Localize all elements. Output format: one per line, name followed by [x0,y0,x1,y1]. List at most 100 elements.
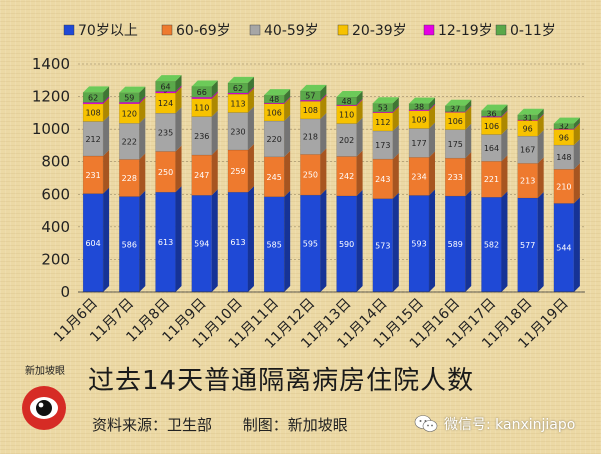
data-label: 585 [267,240,282,249]
data-label: 62 [233,84,243,93]
data-label: 48 [269,95,279,104]
legend-label: 60-69岁 [176,23,231,39]
watermark-text: 微信号: kanxinjiapo [444,417,576,433]
data-label: 221 [484,175,499,184]
bar-segment-side [320,94,327,102]
data-label: 109 [411,116,426,125]
data-label: 148 [556,153,571,162]
bar-segment-side [573,122,580,130]
data-label: 231 [85,171,100,180]
bar-segment-side [465,190,472,292]
bar-segment-side [284,97,291,121]
logo: 新加坡眼 [14,362,76,440]
bar-segment [119,102,140,104]
legend-swatch [337,24,349,36]
bar-segment-side [247,106,254,150]
bar-segment-side [573,117,580,129]
y-tick-label: 600 [41,185,70,203]
bar-segment-side [247,88,254,113]
data-label: 164 [484,144,499,153]
y-tick-label: 200 [41,250,70,268]
data-label: 220 [267,135,282,144]
bar-segment-side [175,107,182,152]
data-label: 112 [375,118,390,127]
legend-label: 40-59岁 [264,23,319,39]
source-line: 资料来源：卫生部 制图：新加坡眼 [92,414,374,435]
bar-segment-side [247,186,254,292]
bar-segment-side [465,106,472,130]
data-label: 234 [411,172,426,181]
data-label: 218 [303,133,318,142]
bar-segment-side [465,123,472,159]
eye-logo-icon [22,386,66,430]
data-label: 594 [194,240,209,249]
bar-segment-side [139,96,146,104]
bar-segment-side [284,96,291,104]
data-label: 202 [339,136,354,145]
y-tick-label: 1400 [32,55,70,73]
bar-segment-side [103,86,110,103]
logo-text: 新加坡眼 [25,366,65,377]
bar-segment-side [139,117,146,160]
bar-segment-side [392,192,399,292]
bar-segment-side [103,96,110,104]
bar-segment-side [139,86,146,103]
bar-segment-side [392,153,399,199]
bar-segment-side [429,122,436,158]
legend-label: 12-19岁 [438,23,493,39]
bar-top [553,117,580,124]
bar-top [83,86,110,93]
bar-segment-side [429,97,436,110]
data-label: 32 [559,122,569,131]
bar-segment-side [573,197,580,292]
data-label: 595 [303,240,318,249]
bar-segment-side [139,97,146,124]
bar-top [336,91,363,98]
data-label: 245 [267,173,282,182]
credit-label: 制图：新加坡眼 [242,416,348,434]
legend-label: 70岁以上 [78,23,138,39]
data-label: 38 [414,103,424,112]
data-label: 110 [194,104,209,113]
data-label: 544 [556,244,571,253]
bar-segment-side [573,123,580,146]
bar-segment-side [247,143,254,193]
data-label: 222 [122,137,137,146]
wechat-watermark: 微信号: kanxinjiapo [414,412,575,436]
data-label: 235 [158,128,173,137]
bar-segment-side [356,150,363,196]
data-label: 243 [375,175,390,184]
bar-segment-side [501,191,508,292]
bar-segment-side [465,99,472,112]
data-label: 53 [378,104,388,113]
legend-label: 20-39岁 [352,23,407,39]
bar-segment-side [103,97,110,122]
bar-segment-side [175,145,182,193]
bar-segment-side [247,76,254,93]
bar-segment-side [501,110,508,118]
y-tick-label: 400 [41,218,70,236]
bar-segment-side [356,98,363,106]
y-tick-label: 800 [41,153,70,171]
legend-label: 0-11岁 [510,23,556,39]
bar-segment-side [356,189,363,292]
bar-segment-side [211,92,218,117]
legend-swatch [161,24,173,36]
data-label: 593 [411,240,426,249]
data-label: 108 [85,109,100,118]
data-label: 31 [523,113,533,122]
bar-segment-side [573,139,580,170]
bar-top [517,108,544,115]
bar-segment-side [284,150,291,197]
bar-segment-side [537,108,544,120]
bar-top [409,97,436,104]
data-label: 582 [484,241,499,250]
data-label: 110 [339,111,354,120]
data-label: 590 [339,240,354,249]
data-label: 108 [303,106,318,115]
bar-segment-side [537,113,544,121]
data-label: 96 [559,133,569,142]
data-label: 36 [486,110,496,119]
bar-segment-side [103,150,110,194]
data-label: 106 [267,108,282,117]
